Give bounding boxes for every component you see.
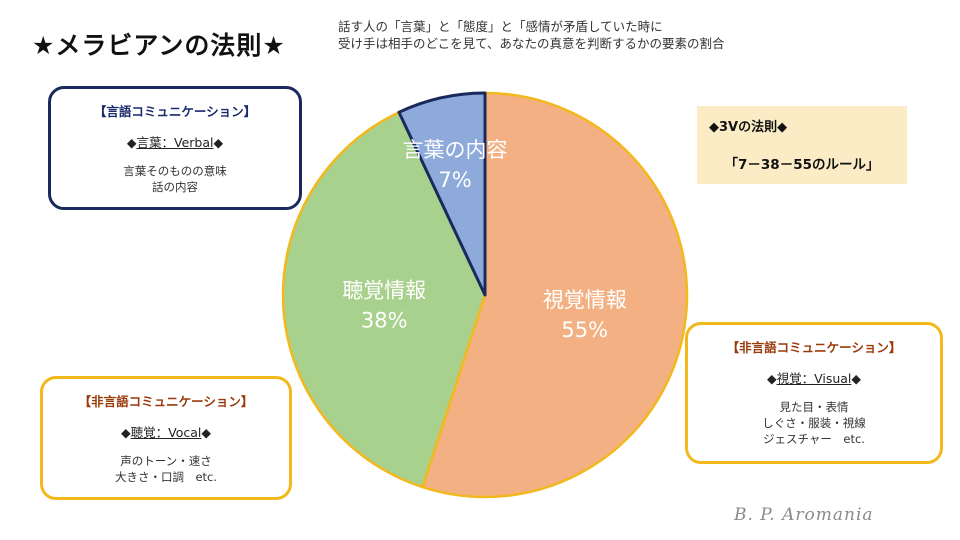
brand-watermark: B. P. Aromania	[734, 505, 874, 525]
3v-rule-box: ◆3Vの法則◆ 「7－38－55のルール」	[697, 106, 907, 184]
pie-slice-label-verbal: 言葉の内容	[403, 138, 508, 162]
visual-description: 見た目・表情 しぐさ・服装・視線 ジェスチャー etc.	[688, 399, 940, 447]
verbal-description: 言葉そのものの意味 話の内容	[51, 163, 299, 195]
subtitle-line-2: 受け手は相手のどこを見て、あなたの真意を判断するかの要素の割合	[338, 36, 725, 51]
verbal-key-text: 言葉：Verbal	[136, 135, 214, 150]
diamond-icon: ◆	[766, 371, 777, 386]
vocal-key: ◆聴覚：Vocal◆	[43, 422, 289, 441]
diamond-icon: ◆	[851, 371, 862, 386]
vocal-key-text: 聴覚：Vocal	[130, 425, 202, 440]
verbal-desc-line-2: 話の内容	[152, 180, 198, 194]
rule-heading: ◆3Vの法則◆	[709, 120, 788, 135]
page-title: ★メラビアンの法則★	[32, 31, 286, 60]
pie-slice-label-vocal: 聴覚情報	[342, 278, 426, 302]
visual-communication-box: 【非言語コミュニケーション】 ◆視覚：Visual◆ 見た目・表情 しぐさ・服装…	[685, 322, 943, 464]
vocal-desc-line-1: 声のトーン・速さ	[120, 454, 212, 468]
diamond-icon: ◆	[201, 425, 211, 440]
pie-slice-value-visual: 55%	[561, 318, 608, 342]
subtitle-line-1: 話す人の「言葉」と「態度」と「感情が矛盾していた時に	[338, 19, 663, 34]
pie-slice-vocal	[281, 110, 487, 489]
pie-slice-value-vocal: 38%	[361, 308, 408, 332]
visual-desc-line-2: しぐさ・服装・視線	[762, 416, 866, 430]
diamond-icon: ◆	[213, 135, 224, 150]
verbal-heading: 【言語コミュニケーション】	[93, 104, 257, 119]
verbal-desc-line-1: 言葉そのものの意味	[123, 164, 227, 178]
diamond-icon: ◆	[126, 135, 137, 150]
verbal-communication-box: 【言語コミュニケーション】 ◆言葉：Verbal◆ 言葉そのものの意味 話の内容	[48, 86, 302, 210]
pie-slice-label-visual: 視覚情報	[543, 288, 627, 312]
vocal-description: 声のトーン・速さ 大きさ・口調 etc.	[43, 453, 289, 485]
rule-subheading: 「7－38－55のルール」	[724, 157, 880, 173]
pie-slice-visual	[421, 91, 689, 499]
vocal-communication-box: 【非言語コミュニケーション】 ◆聴覚：Vocal◆ 声のトーン・速さ 大きさ・口…	[40, 376, 292, 500]
pie-slice-value-verbal: 7%	[438, 168, 471, 192]
subtitle: 話す人の「言葉」と「態度」と「感情が矛盾していた時に 受け手は相手のどこを見て、…	[338, 18, 725, 52]
vocal-heading: 【非言語コミュニケーション】	[78, 394, 254, 409]
vocal-desc-line-2: 大きさ・口調 etc.	[114, 470, 218, 484]
pie-slice-verbal	[397, 91, 487, 297]
pie-slices	[281, 91, 689, 499]
visual-desc-line-3: ジェスチャー etc.	[763, 432, 865, 446]
visual-heading: 【非言語コミュニケーション】	[726, 340, 902, 355]
visual-key-text: 視覚：Visual	[776, 371, 852, 386]
visual-desc-line-1: 見た目・表情	[779, 400, 849, 414]
diamond-icon: ◆	[121, 425, 131, 440]
visual-key: ◆視覚：Visual◆	[688, 368, 940, 387]
pie-labels: 視覚情報 55% 聴覚情報 38% 言葉の内容 7%	[342, 138, 627, 342]
verbal-key: ◆言葉：Verbal◆	[51, 132, 299, 151]
